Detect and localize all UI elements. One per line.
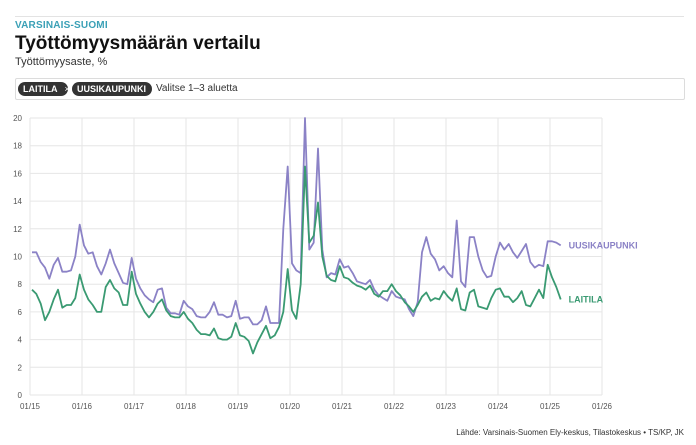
series-lines: [31, 117, 562, 355]
x-axis-ticks: 01/15 01/16 01/17 01/18 01/19 01/20 01/21 01/22…: [20, 402, 613, 411]
chart-subtitle: Työttömyysaste, %: [15, 56, 108, 68]
page-title: Työttömyysmäärän vertailu: [15, 33, 261, 54]
y-tick-label: 8: [18, 280, 23, 289]
y-tick-label: 10: [13, 253, 22, 262]
selector-placeholder[interactable]: Valitse 1–3 aluetta: [156, 83, 238, 94]
x-tick-label: 01/16: [72, 402, 93, 411]
x-tick-label: 01/19: [228, 402, 249, 411]
x-tick-label: 01/25: [540, 402, 561, 411]
y-tick-label: 14: [13, 197, 22, 206]
y-tick-label: 18: [13, 142, 22, 151]
series-line-laitila: [31, 165, 562, 355]
y-tick-label: 4: [18, 336, 23, 345]
y-tick-label: 20: [13, 114, 22, 123]
x-tick-label: 01/22: [384, 402, 405, 411]
y-axis-ticks: 0 2 4 6 8 10 12 14 16 18 20: [13, 114, 22, 400]
x-tick-label: 01/15: [20, 402, 41, 411]
y-tick-label: 12: [13, 225, 22, 234]
series-labels: UUSIKAUPUNKI LAITILA: [569, 240, 638, 304]
y-tick-label: 2: [18, 363, 23, 372]
y-tick-label: 0: [18, 391, 23, 400]
area-selector[interactable]: LAITILA × UUSIKAUPUNKI × Valitse 1–3 alu…: [15, 78, 685, 100]
chip-label: LAITILA: [23, 84, 58, 94]
series-label-uusikaupunki: UUSIKAUPUNKI: [569, 240, 638, 250]
series-label-laitila: LAITILA: [569, 294, 604, 304]
x-tick-label: 01/18: [176, 402, 197, 411]
x-tick-label: 01/24: [488, 402, 509, 411]
chart-grid: [29, 117, 603, 396]
top-divider: [15, 16, 684, 17]
remove-uusikaupunki-icon[interactable]: ×: [153, 84, 159, 94]
x-tick-label: 01/21: [332, 402, 353, 411]
x-tick-label: 01/20: [280, 402, 301, 411]
remove-laitila-icon[interactable]: ×: [64, 84, 70, 94]
series-line-uusikaupunki: [32, 117, 562, 326]
y-tick-label: 16: [13, 169, 22, 178]
x-tick-label: 01/17: [124, 402, 145, 411]
y-tick-label: 6: [18, 308, 23, 317]
x-tick-label: 01/26: [592, 402, 613, 411]
region-kicker: VARSINAIS-SUOMI: [15, 20, 108, 31]
chip-laitila[interactable]: LAITILA ×: [18, 82, 70, 96]
chip-label: UUSIKAUPUNKI: [77, 84, 147, 94]
source-note: Lähde: Varsinais-Suomen Ely-keskus, Tila…: [456, 428, 684, 437]
x-tick-label: 01/23: [436, 402, 457, 411]
chip-uusikaupunki[interactable]: UUSIKAUPUNKI ×: [72, 82, 158, 96]
